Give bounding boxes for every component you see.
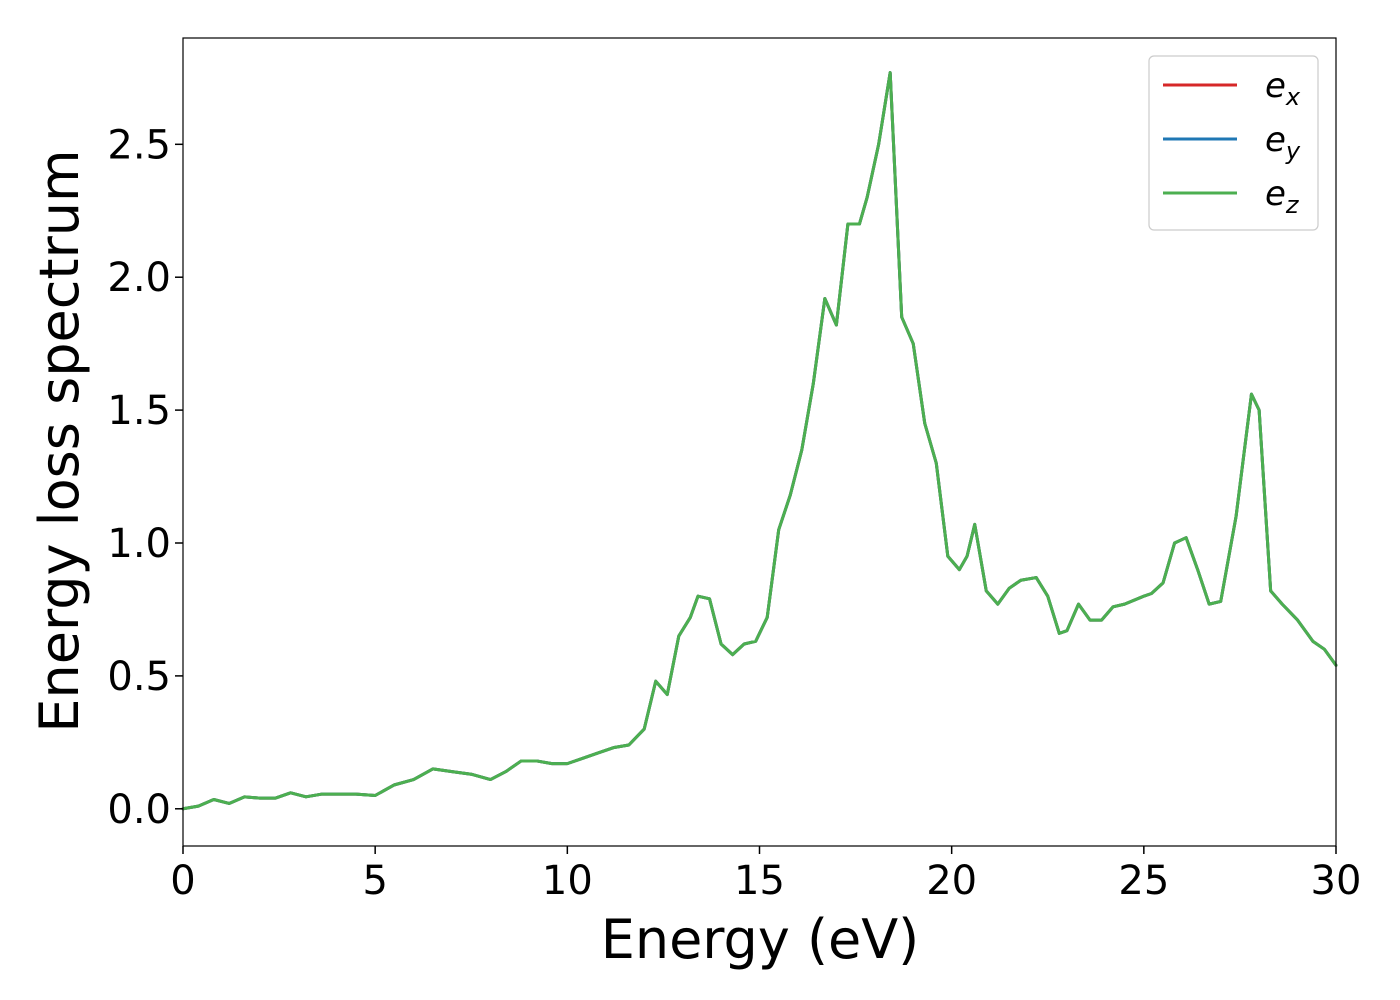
series-line-ez	[181, 71, 1338, 811]
axes-layer: 0 5 10 15 20 25 30 0.0 0.5 1.0 1.5 2.0 2.5	[107, 37, 1362, 904]
x-tick-label: 0	[170, 858, 195, 904]
x-tick-label: 25	[1118, 858, 1169, 904]
legend-label: ez	[1265, 174, 1300, 219]
legend: ex ey ez	[1148, 55, 1319, 231]
y-tick-label: 2.0	[107, 255, 171, 301]
x-axis-label: Energy (eV)	[601, 908, 920, 971]
y-tick-label: 0.5	[107, 654, 171, 700]
plot-area	[183, 38, 1336, 846]
x-tick-label: 10	[542, 858, 593, 904]
y-tick-label: 2.5	[107, 122, 171, 168]
y-tick-label: 1.5	[107, 388, 171, 434]
x-tick-label: 30	[1311, 858, 1362, 904]
legend-label: ey	[1265, 120, 1301, 165]
legend-label: ex	[1265, 66, 1301, 111]
y-tick-label: 1.0	[107, 521, 171, 567]
y-axis-label: Energy loss spectrum	[28, 149, 91, 732]
plot-background	[183, 38, 1336, 846]
x-tick-label: 5	[362, 858, 387, 904]
y-tick-label: 0.0	[107, 787, 171, 833]
x-tick-label: 20	[926, 858, 977, 904]
x-tick-label: 15	[734, 858, 785, 904]
legend-box	[1148, 55, 1319, 231]
series-layer	[181, 71, 1338, 811]
